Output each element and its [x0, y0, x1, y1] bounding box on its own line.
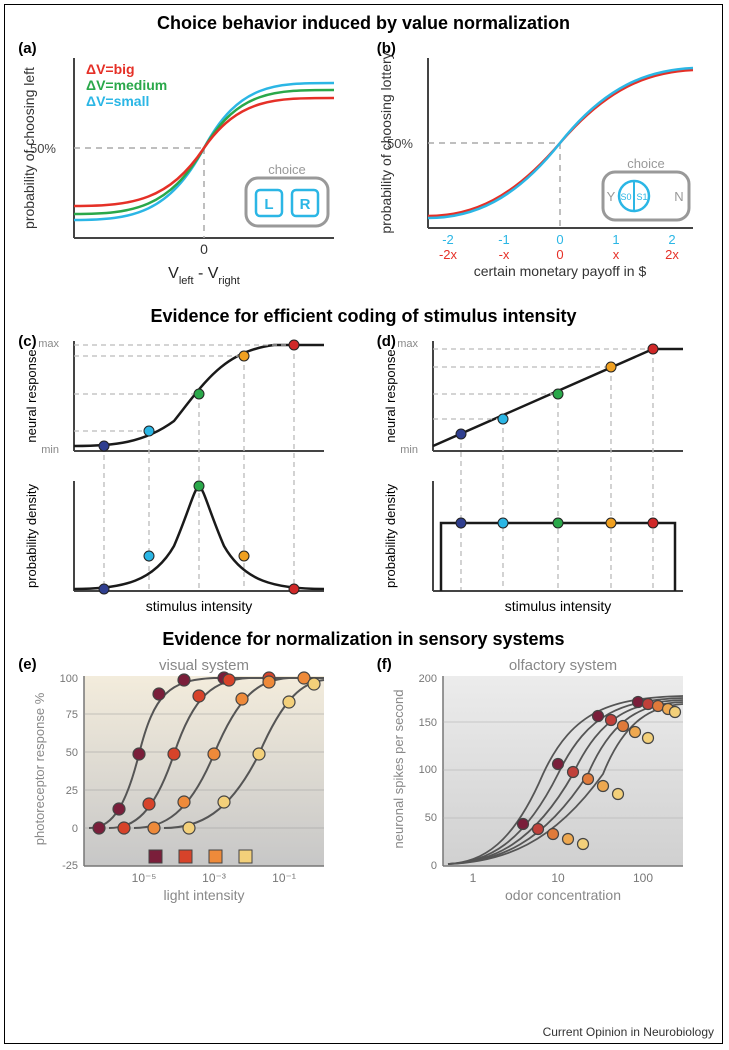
c-ymin: min [42, 444, 60, 456]
figure-container: Choice behavior induced by value normali… [4, 4, 723, 1044]
e-ylabel: photoreceptor response % [32, 692, 47, 845]
b-xt-b0: -2 [442, 232, 454, 247]
b-s1: S1 [636, 192, 647, 202]
panel-b-svg: 50% -2 -1 0 1 2 -2x -x 0 x [373, 38, 713, 298]
c-bot-ylabel: probability density [24, 483, 39, 588]
label-f: (f) [377, 656, 392, 673]
b-xt-r3: x [613, 247, 620, 262]
f-ylabel: neuronal spikes per second [391, 690, 406, 849]
row-cd: (c) max min [5, 331, 722, 621]
f-title: olfactory system [509, 657, 617, 674]
svg-text:25: 25 [66, 785, 78, 797]
footer-credit: Current Opinion in Neurobiology [543, 1025, 714, 1039]
svg-text:100: 100 [60, 673, 78, 685]
section3-title: Evidence for normalization in sensory sy… [5, 629, 722, 650]
panel-f: (f) olfactory system 0 50 100 150 [373, 654, 713, 914]
d-ymin: min [400, 444, 418, 456]
panel-b: (b) 50% -2 -1 0 1 [373, 38, 713, 298]
c-ymax: max [38, 338, 59, 350]
f-xt1: 10 [551, 871, 565, 885]
b-xt-b2: 0 [556, 232, 563, 247]
label-a: (a) [18, 40, 36, 57]
f-xt0: 1 [469, 871, 476, 885]
a-choice-R: R [300, 196, 311, 213]
panel-d: (d) max min [373, 331, 713, 621]
f-xlabel: odor concentration [505, 887, 621, 903]
panel-a-svg: 50% 0 ΔV=big ΔV=medium ΔV=small probabil… [14, 38, 354, 298]
b-xlabel: certain monetary payoff in $ [473, 263, 646, 279]
b-ylabel: probability of choosing lottery [378, 52, 394, 233]
f-y0: 0 [431, 860, 437, 872]
f-y4: 200 [418, 673, 436, 685]
row-ab: (a) 50% 0 ΔV=big ΔV=medium ΔV=small [5, 38, 722, 298]
f-y2: 100 [418, 764, 436, 776]
panel-d-svg: max min neura [373, 331, 713, 621]
legend-med: ΔV=medium [86, 77, 167, 93]
f-y1: 50 [425, 812, 437, 824]
d-top-ylabel: neural response [383, 349, 398, 442]
c-top-ylabel: neural response [24, 349, 39, 442]
b-xt-r2: 0 [556, 247, 563, 262]
a-choice-label: choice [268, 162, 306, 177]
b-xt-r0: -2x [439, 247, 458, 262]
e-xlabel: light intensity [164, 887, 245, 903]
section2-title: Evidence for efficient coding of stimulu… [5, 306, 722, 327]
a-xtick: 0 [200, 241, 208, 257]
panel-e: (e) visual system -25 0 25 [14, 654, 354, 914]
b-xt-b3: 1 [612, 232, 619, 247]
panel-c-svg: max min [14, 331, 354, 621]
label-c: (c) [18, 333, 36, 350]
e-xt2: 10⁻¹ [272, 871, 296, 885]
e-y-lo: -25 [62, 860, 78, 872]
f-y3: 150 [418, 717, 436, 729]
e-xt0: 10⁻⁵ [132, 871, 157, 885]
b-Y: Y [606, 189, 615, 204]
svg-text:75: 75 [66, 709, 78, 721]
b-xt-b1: -1 [498, 232, 510, 247]
d-xlabel: stimulus intensity [504, 598, 611, 614]
label-e: (e) [18, 656, 36, 673]
b-xt-b4: 2 [668, 232, 675, 247]
legend-big: ΔV=big [86, 61, 135, 77]
section1-title: Choice behavior induced by value normali… [5, 13, 722, 34]
a-ylabel: probability of choosing left [21, 67, 37, 229]
d-bot-ylabel: probability density [383, 483, 398, 588]
a-xlabel-left: Vleft - Vright [168, 265, 240, 287]
panel-a: (a) 50% 0 ΔV=big ΔV=medium ΔV=small [14, 38, 354, 298]
c-xlabel: stimulus intensity [146, 598, 253, 614]
legend-sml: ΔV=small [86, 93, 149, 109]
svg-text:50: 50 [66, 747, 78, 759]
b-N: N [674, 189, 683, 204]
b-s0: S0 [620, 192, 631, 202]
d-ymax: max [397, 338, 418, 350]
f-xt2: 100 [633, 871, 653, 885]
b-xt-r4: 2x [665, 247, 679, 262]
svg-text:0: 0 [72, 823, 78, 835]
row-ef: (e) visual system -25 0 25 [5, 654, 722, 914]
panel-c: (c) max min [14, 331, 354, 621]
a-choice-L: L [265, 196, 274, 213]
label-b: (b) [377, 40, 396, 57]
b-xt-r1: -x [498, 247, 509, 262]
e-title: visual system [159, 657, 249, 674]
label-d: (d) [377, 333, 396, 350]
b-choice-label: choice [627, 156, 665, 171]
panel-f-svg: olfactory system 0 50 100 150 200 [373, 654, 713, 914]
panel-e-svg: visual system -25 0 25 50 75 100 [14, 654, 354, 914]
e-xt1: 10⁻³ [202, 871, 226, 885]
